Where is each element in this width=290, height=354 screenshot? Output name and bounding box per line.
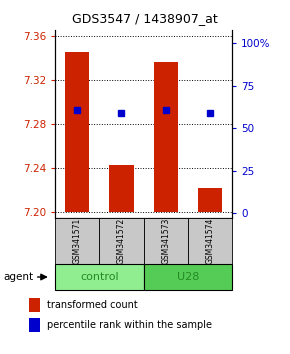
Bar xyxy=(55,218,99,264)
Bar xyxy=(188,218,232,264)
Text: GSM341572: GSM341572 xyxy=(117,218,126,264)
Text: U28: U28 xyxy=(177,272,199,282)
Text: agent: agent xyxy=(3,272,33,282)
Bar xyxy=(29,298,40,312)
Bar xyxy=(99,218,144,264)
Bar xyxy=(109,165,134,212)
Text: control: control xyxy=(80,272,119,282)
Text: percentile rank within the sample: percentile rank within the sample xyxy=(47,320,212,330)
Text: GSM341573: GSM341573 xyxy=(161,217,170,264)
Bar xyxy=(29,319,40,332)
Text: GSM341571: GSM341571 xyxy=(73,218,82,264)
Bar xyxy=(55,264,144,290)
Text: GSM341574: GSM341574 xyxy=(205,217,214,264)
Text: GDS3547 / 1438907_at: GDS3547 / 1438907_at xyxy=(72,12,218,25)
Bar xyxy=(144,218,188,264)
Bar xyxy=(144,264,232,290)
Bar xyxy=(153,62,178,212)
Bar xyxy=(65,52,89,212)
Text: transformed count: transformed count xyxy=(47,300,137,310)
Bar xyxy=(198,188,222,212)
